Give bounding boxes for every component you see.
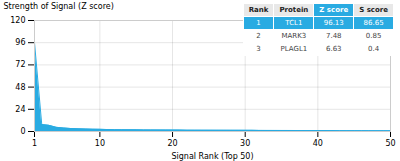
html-text:96.13: 96.13 xyxy=(323,19,344,27)
svg-text:30: 30 xyxy=(240,139,250,148)
html-text:0.85: 0.85 xyxy=(365,32,382,40)
html-text:TCL1: TCL1 xyxy=(285,19,303,27)
html-text:Protein: Protein xyxy=(279,6,309,14)
html-text:Z score: Z score xyxy=(319,6,349,14)
html-text:7.48: 7.48 xyxy=(326,32,342,40)
svg-text:Signal Rank (Top 50): Signal Rank (Top 50) xyxy=(171,152,253,161)
svg-text:96: 96 xyxy=(15,38,25,47)
html-text:86.65: 86.65 xyxy=(363,19,384,27)
svg-text:20: 20 xyxy=(167,139,177,148)
svg-text:48: 48 xyxy=(15,83,25,92)
svg-text:72: 72 xyxy=(15,60,25,69)
html-text:2: 2 xyxy=(256,32,261,40)
svg-text:50: 50 xyxy=(385,139,395,148)
svg-text:Strength of Signal (Z score): Strength of Signal (Z score) xyxy=(4,2,114,11)
html-text:0.4: 0.4 xyxy=(368,45,380,53)
svg-text:0: 0 xyxy=(20,127,25,136)
svg-text:120: 120 xyxy=(10,16,25,25)
html-text:1: 1 xyxy=(256,19,261,27)
html-text:MARK3: MARK3 xyxy=(281,32,307,40)
html-text:S score: S score xyxy=(359,6,388,14)
html-text:PLAGL1: PLAGL1 xyxy=(280,45,308,53)
html-text:6.63: 6.63 xyxy=(326,45,342,53)
svg-text:1: 1 xyxy=(32,139,37,148)
html-text:3: 3 xyxy=(256,45,261,53)
svg-text:24: 24 xyxy=(15,105,25,114)
svg-text:10: 10 xyxy=(95,139,105,148)
svg-text:40: 40 xyxy=(313,139,323,148)
html-text:Rank: Rank xyxy=(248,6,269,14)
